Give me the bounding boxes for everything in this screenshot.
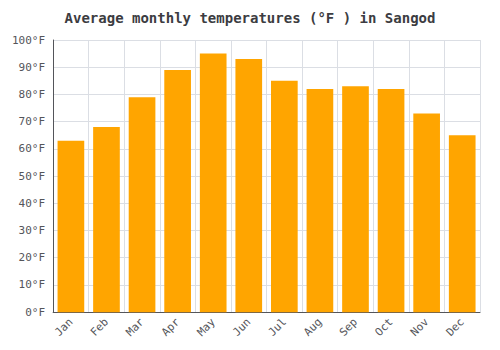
svg-text:Aug: Aug	[301, 316, 324, 339]
svg-text:Average monthly temperatures (: Average monthly temperatures (°F ) in Sa…	[65, 10, 436, 26]
svg-text:70°F: 70°F	[19, 115, 46, 128]
svg-text:May: May	[195, 315, 218, 338]
svg-text:0°F: 0°F	[25, 306, 45, 319]
svg-text:60°F: 60°F	[19, 142, 46, 155]
svg-text:100°F: 100°F	[12, 34, 45, 47]
svg-text:40°F: 40°F	[19, 197, 46, 210]
svg-text:10°F: 10°F	[19, 278, 46, 291]
svg-text:50°F: 50°F	[19, 170, 46, 183]
svg-text:30°F: 30°F	[19, 224, 46, 237]
svg-text:90°F: 90°F	[19, 61, 46, 74]
svg-text:Jan: Jan	[52, 316, 75, 339]
svg-text:Sep: Sep	[337, 316, 360, 339]
svg-text:80°F: 80°F	[19, 88, 46, 101]
svg-text:Jul: Jul	[266, 316, 289, 339]
svg-text:Nov: Nov	[408, 315, 431, 338]
svg-text:20°F: 20°F	[19, 251, 46, 264]
svg-text:Apr: Apr	[159, 315, 182, 338]
svg-text:Jun: Jun	[230, 316, 253, 339]
svg-text:Oct: Oct	[372, 316, 395, 339]
svg-text:Dec: Dec	[444, 316, 467, 339]
svg-text:Feb: Feb	[88, 316, 111, 339]
svg-text:Mar: Mar	[123, 315, 146, 338]
